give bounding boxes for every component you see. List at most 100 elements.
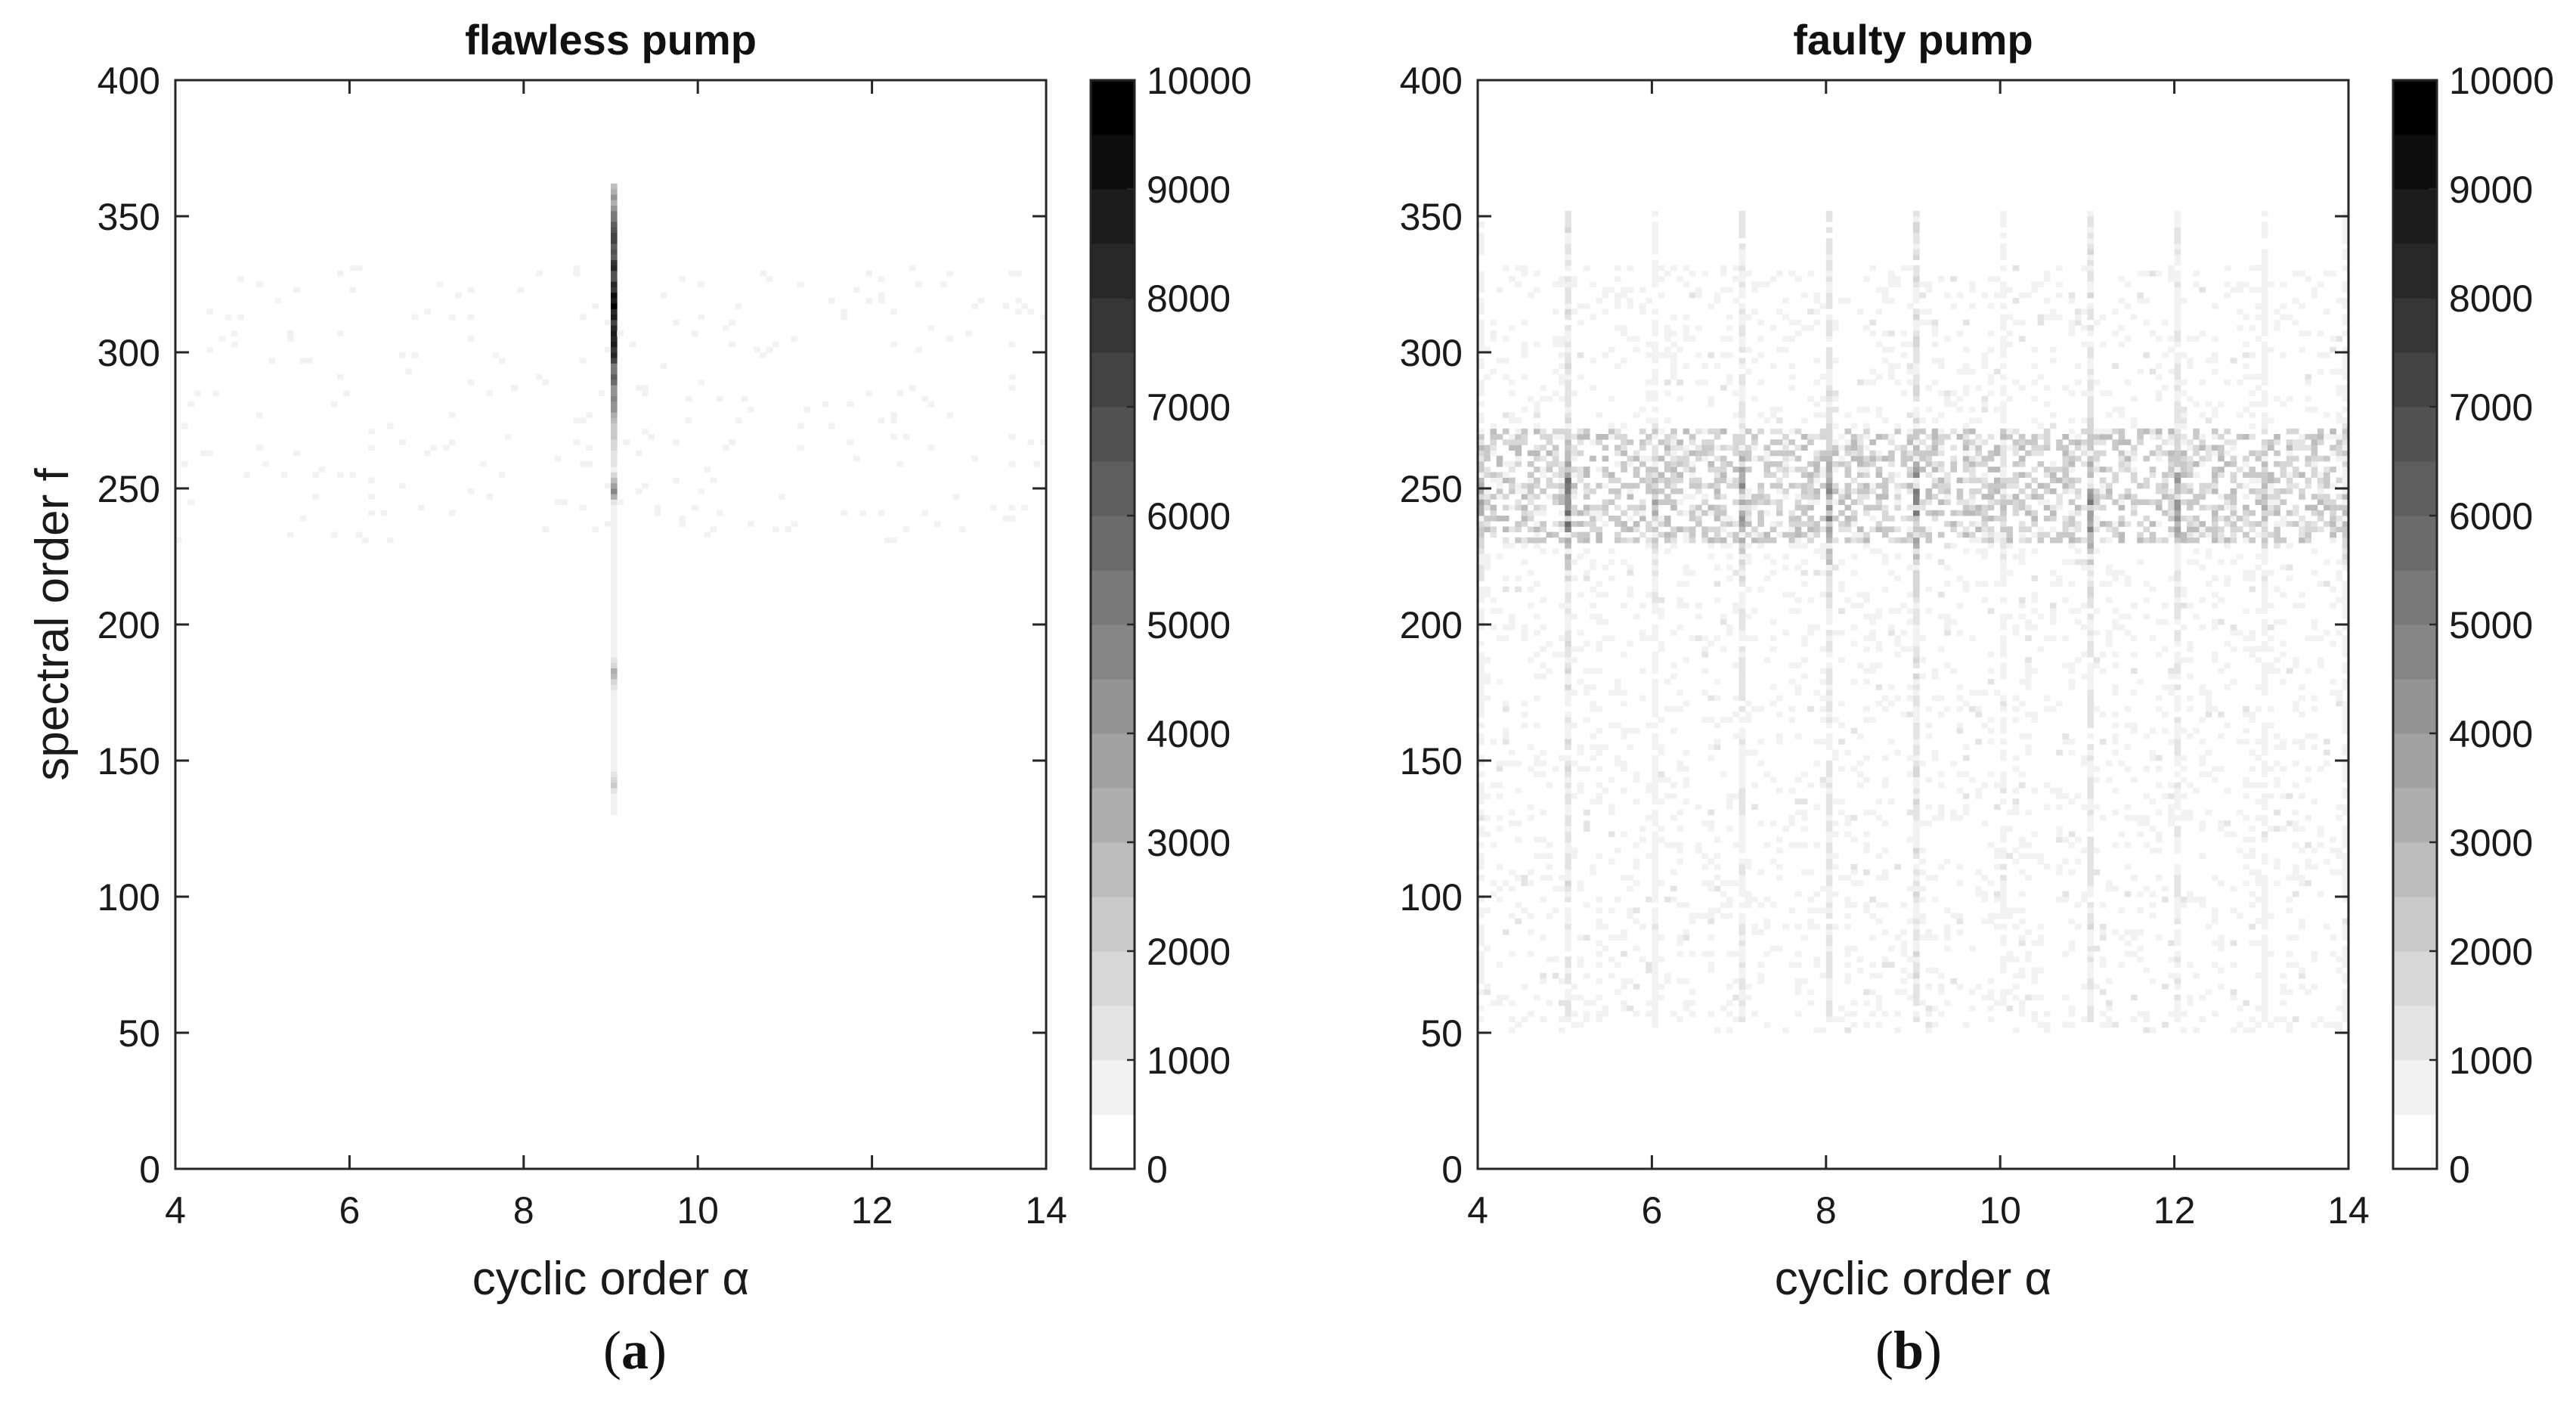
heatmap-cell (1838, 521, 1845, 527)
heatmap-cell (1534, 613, 1540, 620)
heatmap-cell (1496, 999, 1503, 1006)
heatmap-cell (1769, 858, 1777, 865)
heatmap-cell (2174, 761, 2181, 767)
heatmap-cell (2342, 761, 2349, 767)
heatmap-cell (1788, 450, 1796, 457)
heatmap-cell (2000, 499, 2007, 505)
heatmap-cell (1819, 570, 1827, 576)
heatmap-cell (1509, 526, 1516, 532)
heatmap-cell (2249, 401, 2256, 408)
heatmap-cell (1894, 635, 1901, 641)
heatmap-cell (2261, 494, 2268, 500)
heatmap-cell (1888, 537, 1895, 544)
heatmap-cell (2230, 439, 2237, 445)
heatmap-cell (1509, 461, 1516, 467)
heatmap-cell (1583, 428, 1590, 435)
heatmap-cell (573, 417, 581, 423)
heatmap-cell (1689, 1011, 1696, 1017)
heatmap-cell (1552, 461, 1559, 467)
heatmap-cell (611, 298, 618, 304)
heatmap-cell (1863, 989, 1870, 995)
heatmap-cell (1776, 439, 1783, 445)
heatmap-cell (1484, 466, 1491, 473)
heatmap-cell (1993, 848, 2001, 854)
heatmap-cell (2012, 1027, 2020, 1034)
heatmap-cell (2131, 455, 2138, 462)
heatmap-cell (1478, 684, 1485, 690)
heatmap-cell (2118, 537, 2126, 544)
heatmap-cell (797, 281, 804, 287)
heatmap-cell (1478, 504, 1485, 511)
heatmap-cell (946, 271, 953, 277)
heatmap-cell (1888, 630, 1895, 636)
heatmap-cell (1881, 695, 1889, 702)
heatmap-cell (2187, 461, 2194, 467)
heatmap-cell (1856, 455, 1864, 462)
heatmap-cell (1894, 472, 1901, 478)
heatmap-cell (2031, 434, 2038, 440)
heatmap-cell (287, 330, 294, 336)
heatmap-cell (1856, 967, 1864, 974)
heatmap-cell (1875, 1006, 1883, 1012)
heatmap-cell (305, 358, 313, 364)
heatmap-cell (2018, 526, 2026, 532)
heatmap-cell (2305, 766, 2312, 772)
heatmap-cell (2317, 826, 2324, 832)
heatmap-cell (1008, 516, 1016, 522)
heatmap-cell (1633, 526, 1640, 532)
heatmap-cell (1875, 482, 1883, 489)
heatmap-cell (1639, 531, 1646, 538)
heatmap-cell (2274, 657, 2280, 663)
heatmap-cell (1509, 412, 1516, 418)
heatmap-cell (2255, 918, 2262, 925)
heatmap-cell (1776, 945, 1783, 952)
heatmap-cell (1869, 516, 1877, 522)
heatmap-cell (2336, 967, 2343, 974)
heatmap-cell (2031, 1011, 2038, 1017)
heatmap-cell (1502, 994, 1509, 1001)
heatmap-cell (1825, 407, 1833, 413)
heatmap-cell (1708, 466, 1715, 473)
heatmap-cell (1807, 624, 1814, 631)
heatmap-cell (1956, 929, 1964, 935)
heatmap-cell (2074, 455, 2082, 462)
heatmap-cell (1633, 863, 1640, 870)
heatmap-cell (2050, 488, 2057, 494)
heatmap-cell (1738, 885, 1746, 892)
heatmap-cell (1825, 564, 1833, 571)
heatmap-cell (1509, 1016, 1516, 1022)
heatmap-cell (927, 401, 935, 408)
heatmap-cell (2280, 537, 2287, 544)
heatmap-cell (1993, 690, 2001, 696)
x-tick-label: 8 (513, 1189, 534, 1232)
heatmap-cell (958, 526, 966, 532)
heatmap-cell (1726, 575, 1733, 581)
heatmap-cell (2286, 668, 2293, 674)
heatmap-cell (2268, 951, 2274, 957)
heatmap-cell (1913, 630, 1920, 636)
heatmap-cell (1832, 717, 1839, 723)
heatmap-cell (455, 292, 462, 299)
heatmap-cell (2118, 407, 2126, 413)
heatmap-cell (1807, 494, 1814, 500)
heatmap-cell (2168, 499, 2175, 505)
heatmap-cell (2131, 477, 2138, 484)
heatmap-cell (2342, 635, 2349, 641)
heatmap-cell (1975, 417, 1982, 423)
heatmap-cell (2211, 776, 2218, 783)
heatmap-cell (1769, 537, 1777, 544)
heatmap-cell (1738, 466, 1746, 473)
heatmap-cell (1993, 445, 2001, 451)
heatmap-cell (2043, 401, 2051, 408)
heatmap-cell (1633, 510, 1640, 516)
heatmap-cell (2261, 466, 2268, 473)
heatmap-cell (2305, 668, 2312, 674)
heatmap-cell (1583, 640, 1590, 647)
heatmap-cell (1937, 782, 1945, 789)
heatmap-cell (1813, 531, 1820, 538)
heatmap-cell (1720, 526, 1727, 532)
heatmap-cell (1738, 940, 1746, 947)
heatmap-cell (1776, 733, 1783, 739)
heatmap-cell (1490, 450, 1497, 457)
heatmap-cell (2131, 510, 2138, 516)
